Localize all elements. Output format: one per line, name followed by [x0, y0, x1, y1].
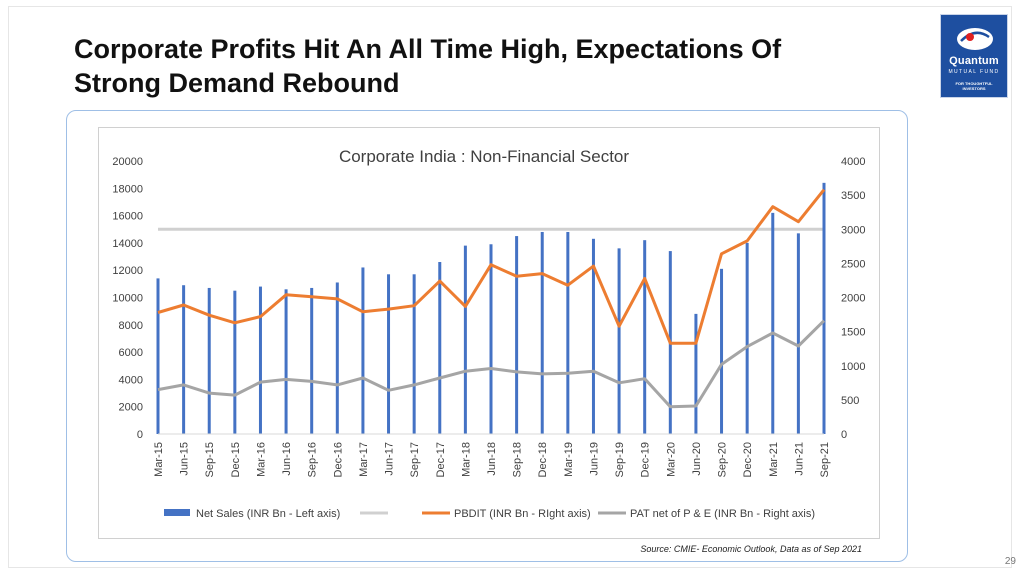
- net-sales-bar: [822, 182, 826, 434]
- y-left-tick-label: 4000: [119, 374, 143, 386]
- pbdit-line: [157, 188, 826, 345]
- x-tick-label: Mar-17: [358, 442, 370, 477]
- x-tick-label: Jun-17: [384, 442, 396, 476]
- logo-brand: Quantum: [949, 55, 999, 67]
- x-tick-label: Sep-21: [819, 442, 831, 477]
- net-sales-bar: [540, 231, 544, 434]
- net-sales-bar: [643, 240, 647, 434]
- logo-motto-line-1: FOR THOUGHTFUL: [955, 81, 993, 86]
- logo-tagline: MUTUAL FUND: [948, 69, 1000, 75]
- net-sales-bar: [694, 313, 698, 434]
- logo-mark-icon: [957, 28, 993, 50]
- net-sales-bar: [591, 238, 595, 434]
- x-tick-label: Jun-18: [486, 442, 498, 476]
- y-right-tick-label: 4000: [841, 156, 865, 168]
- slide-title: Corporate Profits Hit An All Time High, …: [74, 32, 894, 100]
- y-right-tick-label: 3500: [841, 190, 865, 202]
- net-sales-bar: [617, 248, 621, 434]
- page-number: 29: [1004, 556, 1016, 567]
- net-sales-bar: [771, 212, 775, 434]
- x-tick-label: Mar-15: [153, 442, 165, 477]
- net-sales-bar: [310, 287, 314, 434]
- x-tick-label: Sep-17: [409, 442, 421, 477]
- x-tick-label: Mar-18: [460, 442, 472, 477]
- x-tick-label: Dec-17: [435, 442, 447, 477]
- y-right-tick-label: 3000: [841, 224, 865, 236]
- y-right-tick-label: 1000: [841, 361, 865, 373]
- net-sales-bars: [156, 182, 826, 434]
- logo-motto-line-2: INVESTORS: [962, 86, 986, 91]
- net-sales-bar: [796, 233, 800, 434]
- quantum-logo: Quantum MUTUAL FUND FOR THOUGHTFUL INVES…: [940, 14, 1008, 98]
- y-right-tick-label: 1500: [841, 327, 865, 339]
- slide-title-line-1: Corporate Profits Hit An All Time High, …: [74, 34, 782, 64]
- y-left-tick-label: 8000: [119, 320, 143, 332]
- x-tick-label: Dec-19: [640, 442, 652, 477]
- chart-axes: 0200040006000800010000120001400016000180…: [112, 156, 865, 477]
- x-tick-label: Dec-20: [742, 442, 754, 477]
- net-sales-bar: [745, 242, 749, 434]
- y-left-tick-label: 18000: [112, 183, 143, 195]
- y-left-tick-label: 0: [137, 429, 143, 441]
- y-left-tick-label: 14000: [112, 238, 143, 250]
- x-tick-label: Dec-15: [230, 442, 242, 477]
- x-tick-label: Jun-20: [691, 442, 703, 476]
- net-sales-bar: [489, 244, 493, 434]
- source-note: Source: CMIE- Economic Outlook, Data as …: [640, 544, 862, 554]
- y-right-tick-label: 2500: [841, 258, 865, 270]
- net-sales-bar: [182, 285, 186, 434]
- net-sales-bar: [361, 267, 365, 434]
- y-left-tick-label: 10000: [112, 293, 143, 305]
- net-sales-bar: [207, 287, 211, 434]
- legend-swatch: [164, 509, 190, 516]
- slide-frame: [8, 6, 1012, 568]
- legend-label: PAT net of P & E (INR Bn - Right axis): [630, 508, 815, 520]
- x-tick-label: Jun-21: [793, 442, 805, 476]
- x-tick-label: Mar-20: [665, 442, 677, 477]
- x-tick-label: Jun-16: [281, 442, 293, 476]
- x-tick-label: Jun-19: [588, 442, 600, 476]
- y-right-tick-label: 0: [841, 429, 847, 441]
- y-right-tick-label: 2000: [841, 293, 865, 305]
- x-tick-label: Sep-15: [204, 442, 216, 477]
- x-tick-label: Dec-16: [332, 442, 344, 477]
- x-tick-label: Jun-15: [179, 442, 191, 476]
- net-sales-bar: [463, 245, 467, 434]
- net-sales-bar: [284, 289, 288, 434]
- chart-area: [98, 127, 880, 539]
- net-sales-bar: [515, 236, 519, 434]
- slide-title-line-2: Strong Demand Rebound: [74, 68, 400, 98]
- y-right-tick-label: 500: [841, 395, 859, 407]
- net-sales-bar: [156, 278, 160, 434]
- x-tick-label: Sep-16: [307, 442, 319, 477]
- corporate-india-chart: Corporate India : Non-Financial Sector 0…: [112, 147, 865, 520]
- net-sales-bar: [387, 274, 391, 434]
- x-tick-label: Sep-20: [717, 442, 729, 477]
- net-sales-bar: [566, 231, 570, 434]
- net-sales-bar: [335, 282, 339, 434]
- x-tick-label: Sep-19: [614, 442, 626, 477]
- legend-label: PBDIT (INR Bn - RIght axis): [454, 508, 591, 520]
- net-sales-bar: [412, 274, 416, 434]
- chart-title: Corporate India : Non-Financial Sector: [339, 147, 629, 166]
- y-left-tick-label: 12000: [112, 265, 143, 277]
- pat-line: [157, 319, 826, 409]
- y-left-tick-label: 6000: [119, 347, 143, 359]
- net-sales-bar: [258, 286, 262, 434]
- net-sales-bar: [233, 290, 237, 434]
- x-tick-label: Mar-19: [563, 442, 575, 477]
- x-tick-label: Dec-18: [537, 442, 549, 477]
- logo-motto: FOR THOUGHTFUL INVESTORS: [941, 81, 1007, 91]
- x-tick-label: Mar-21: [768, 442, 780, 477]
- y-left-tick-label: 16000: [112, 211, 143, 223]
- x-tick-label: Sep-18: [512, 442, 524, 477]
- legend-label: Net Sales (INR Bn - Left axis): [196, 508, 340, 520]
- net-sales-bar: [438, 262, 442, 434]
- x-tick-label: Mar-16: [255, 442, 267, 477]
- y-left-tick-label: 20000: [112, 156, 143, 168]
- net-sales-bar: [720, 268, 724, 434]
- y-left-tick-label: 2000: [119, 402, 143, 414]
- series-lines: [157, 188, 826, 409]
- chart-legend: Net Sales (INR Bn - Left axis) PBDIT (INR…: [164, 508, 815, 520]
